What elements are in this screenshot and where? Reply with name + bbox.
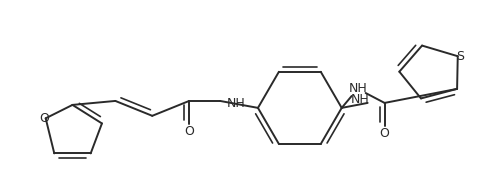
Text: S: S	[456, 50, 464, 63]
Text: NH: NH	[348, 82, 367, 95]
Text: NH: NH	[227, 97, 246, 110]
Text: NH: NH	[350, 93, 369, 106]
Text: O: O	[40, 112, 50, 125]
Text: O: O	[380, 127, 389, 140]
Text: O: O	[184, 125, 194, 138]
